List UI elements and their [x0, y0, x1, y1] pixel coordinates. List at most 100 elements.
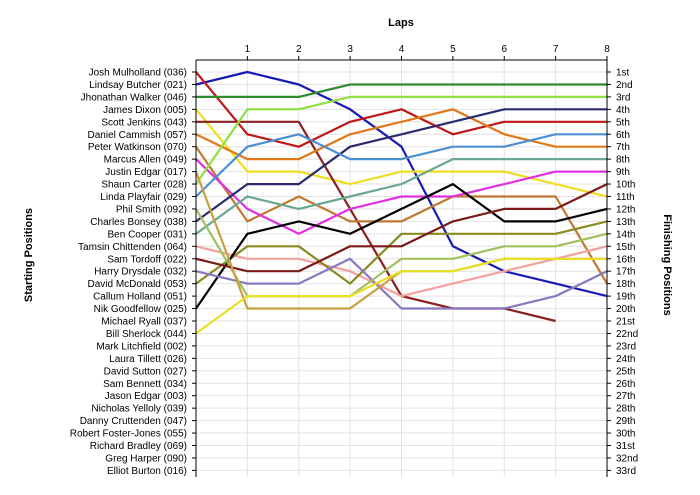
finishing-position-label: 20th — [616, 304, 635, 315]
x-tick-label: 6 — [501, 44, 507, 55]
starting-position-label: Phil Smith (092) — [116, 204, 187, 215]
finishing-position-label: 18th — [616, 279, 635, 290]
starting-position-label: Sam Bennett (034) — [103, 379, 187, 390]
series-line — [195, 257, 607, 335]
starting-position-label: Richard Bradley (069) — [90, 441, 187, 452]
left-axis-title: Starting Positions — [23, 208, 35, 302]
finishing-position-label: 28th — [616, 404, 635, 415]
finishing-position-label: 25th — [616, 366, 635, 377]
x-tick-label: 8 — [604, 44, 610, 55]
finishing-position-label: 21st — [616, 317, 635, 328]
starting-position-label: Jason Edgar (003) — [105, 391, 187, 402]
series-line — [195, 108, 608, 198]
finishing-position-label: 22nd — [616, 329, 638, 340]
starting-position-label: James Dixon (005) — [103, 105, 187, 116]
series-line — [195, 108, 607, 161]
starting-position-label: Robert Foster-Jones (055) — [70, 429, 187, 440]
series-line — [195, 220, 608, 285]
series-line — [195, 108, 607, 223]
series-line — [196, 83, 607, 99]
x-axis-title: Laps — [388, 17, 414, 29]
series-line — [195, 95, 607, 185]
series-line — [195, 257, 608, 310]
finishing-position-label: 4th — [616, 105, 630, 116]
series-lines — [194, 70, 608, 335]
finishing-position-label: 12th — [616, 204, 635, 215]
finishing-position-label: 15th — [616, 242, 635, 253]
finishing-position-label: 1st — [616, 68, 630, 79]
starting-position-label: Michael Ryall (037) — [101, 317, 187, 328]
finishing-position-label: 30th — [616, 429, 635, 440]
starting-position-label: Josh Mulholland (036) — [89, 68, 187, 79]
series-line — [195, 158, 607, 235]
x-tick-label: 2 — [296, 44, 302, 55]
finishing-position-label: 23rd — [616, 341, 636, 352]
starting-position-label: Jhonathan Walker (046) — [81, 92, 187, 103]
starting-position-label: Lindsay Butcher (021) — [89, 80, 187, 91]
starting-position-label: Laura Tillett (026) — [109, 354, 187, 365]
finishing-position-label: 5th — [616, 117, 630, 128]
starting-position-label: Peter Watkinson (070) — [88, 142, 187, 153]
starting-position-label: Charles Bonsey (038) — [90, 217, 187, 228]
finishing-position-label: 7th — [616, 142, 630, 153]
x-tick-labels: 1 2 3 4 5 6 7 8 — [245, 44, 611, 55]
finishing-position-label: 2nd — [616, 80, 633, 91]
x-tick-label: 7 — [553, 44, 559, 55]
finishing-position-label: 27th — [616, 391, 635, 402]
series-line — [195, 245, 608, 298]
finishing-position-label: 13th — [616, 217, 635, 228]
starting-position-label: Elliot Burton (016) — [107, 466, 187, 477]
x-tick-label: 3 — [347, 44, 353, 55]
starting-position-label: Callum Holland (051) — [93, 292, 187, 303]
starting-position-label: Mark Litchfield (002) — [96, 341, 187, 352]
series-line — [195, 70, 608, 298]
x-tick-label: 1 — [245, 44, 251, 55]
finishing-position-label: 31st — [616, 441, 635, 452]
x-tick-label: 5 — [450, 44, 456, 55]
finishing-position-label: 33rd — [616, 466, 636, 477]
starting-position-label: Scott Jenkins (043) — [101, 117, 187, 128]
starting-position-label: Justin Edgar (017) — [105, 167, 187, 178]
x-tick-label: 4 — [399, 44, 405, 55]
starting-position-label: Bill Sherlock (044) — [106, 329, 187, 340]
starting-position-label: Marcus Allen (049) — [104, 155, 187, 166]
starting-position-label: Nik Goodfellow (025) — [94, 304, 187, 315]
starting-position-label: Nicholas Yelloly (039) — [91, 404, 187, 415]
starting-position-label: Tamsin Chittenden (064) — [78, 242, 187, 253]
finishing-position-label: 32nd — [616, 453, 638, 464]
starting-position-label: Linda Playfair (029) — [100, 192, 187, 203]
finishing-position-label: 9th — [616, 167, 630, 178]
finishing-position-label: 14th — [616, 229, 635, 240]
finishing-position-label: 10th — [616, 180, 635, 191]
finishing-position-label: 11th — [616, 192, 635, 203]
starting-position-label: Harry Drysdale (032) — [94, 267, 187, 278]
series-line — [195, 158, 607, 235]
series-line — [195, 133, 607, 198]
finishing-position-label: 24th — [616, 354, 635, 365]
starting-position-label: Greg Harper (090) — [105, 453, 187, 464]
starting-position-label: David Sutton (027) — [104, 366, 187, 377]
starting-position-label: Shaun Carter (028) — [101, 180, 187, 191]
finishing-position-label: 29th — [616, 416, 635, 427]
finishing-position-label: 16th — [616, 254, 635, 265]
starting-position-label: Daniel Cammish (057) — [88, 130, 187, 141]
finishing-position-label: 19th — [616, 292, 635, 303]
plot-frame — [192, 56, 611, 477]
finishing-position-label: 3rd — [616, 92, 630, 103]
series-line — [195, 183, 608, 273]
series-line — [195, 146, 608, 285]
finishing-position-label: 26th — [616, 379, 635, 390]
starting-position-label: Sam Tordoff (022) — [107, 254, 187, 265]
finishing-position-label: 17th — [616, 267, 635, 278]
starting-position-label: Ben Cooper (031) — [108, 229, 188, 240]
starting-position-labels: Josh Mulholland (036)Lindsay Butcher (02… — [70, 68, 187, 477]
finishing-position-label: 6th — [616, 130, 630, 141]
finishing-position-label: 8th — [616, 155, 630, 166]
starting-position-label: Danny Cruttenden (047) — [80, 416, 187, 427]
series-line — [195, 183, 608, 310]
starting-position-label: David McDonald (053) — [88, 279, 188, 290]
right-axis-title: Finishing Positions — [661, 214, 673, 315]
series-line — [195, 71, 607, 148]
